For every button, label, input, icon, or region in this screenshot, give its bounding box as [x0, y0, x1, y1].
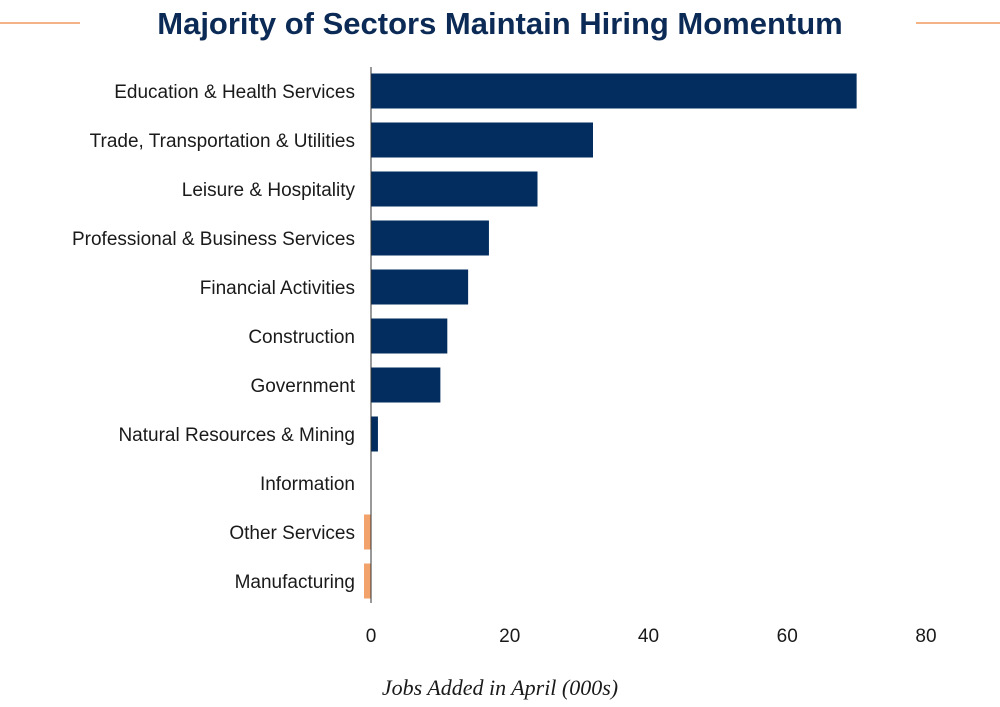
category-label-construction: Construction: [248, 327, 355, 348]
bar-financial-activities: [371, 269, 469, 305]
bars-group: [364, 73, 857, 599]
category-labels: Education & Health Services Trade, Transp…: [72, 82, 356, 593]
category-label-information: Information: [260, 474, 355, 495]
x-tick-label-60: 60: [777, 626, 798, 647]
category-label-trade-transportation-and-utilities: Trade, Transportation & Utilities: [90, 131, 355, 152]
x-tick-label-40: 40: [638, 626, 659, 647]
bar-leisure-and-hospitality: [371, 171, 538, 207]
category-label-education-and-health-services: Education & Health Services: [114, 82, 355, 103]
bar-education-and-health-services: [371, 73, 857, 109]
category-label-other-services: Other Services: [229, 523, 355, 544]
category-label-leisure-and-hospitality: Leisure & Hospitality: [182, 180, 356, 201]
category-label-professional-and-business-services: Professional & Business Services: [72, 229, 355, 250]
x-tick-label-0: 0: [366, 626, 377, 647]
bar-government: [371, 367, 441, 403]
category-label-manufacturing: Manufacturing: [235, 572, 355, 593]
category-label-financial-activities: Financial Activities: [200, 278, 355, 299]
x-tick-label-20: 20: [499, 626, 520, 647]
bar-professional-and-business-services: [371, 220, 489, 256]
bar-natural-resources-and-mining: [371, 416, 378, 452]
x-tick-labels: 0 20 40 60 80: [366, 626, 937, 647]
x-axis-title: Jobs Added in April (000s): [382, 675, 618, 700]
bar-manufacturing: [364, 563, 371, 599]
chart-title: Majority of Sectors Maintain Hiring Mome…: [157, 6, 843, 41]
category-label-government: Government: [250, 376, 355, 397]
bar-construction: [371, 318, 448, 354]
x-tick-label-80: 80: [915, 626, 936, 647]
bar-other-services: [364, 514, 371, 550]
category-label-natural-resources-and-mining: Natural Resources & Mining: [118, 425, 355, 446]
bar-trade-transportation-and-utilities: [371, 122, 593, 158]
